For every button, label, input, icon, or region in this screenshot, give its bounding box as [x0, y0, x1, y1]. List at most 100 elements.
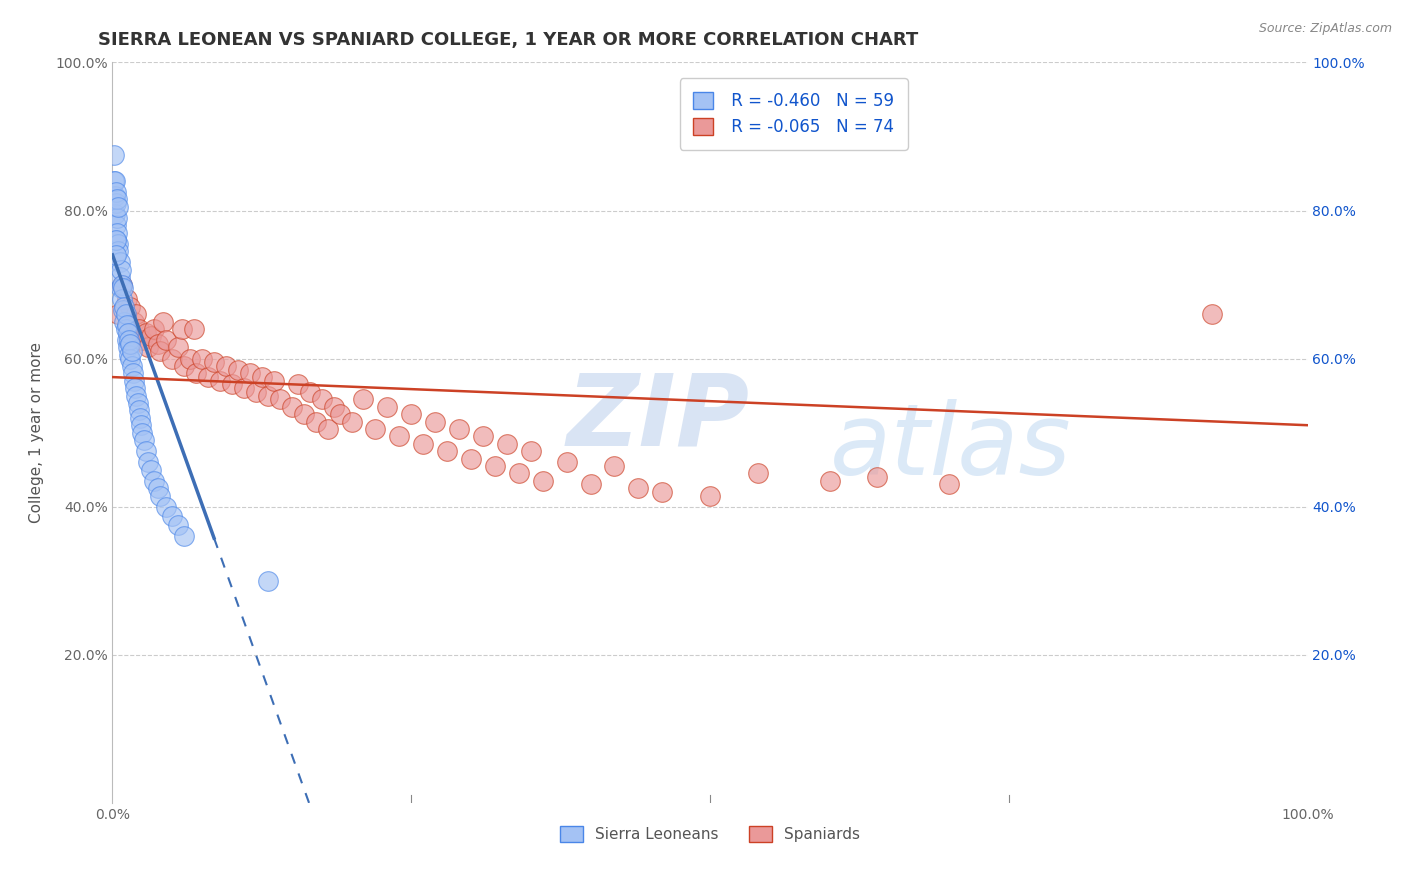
Point: [388, 429, 411, 443]
Point: [114, 322, 136, 336]
Point: [149, 489, 172, 503]
Point: [139, 329, 162, 343]
Text: atlas: atlas: [830, 399, 1071, 496]
Point: [107, 244, 129, 259]
Point: [412, 436, 434, 450]
Point: [186, 367, 208, 381]
Point: [401, 407, 423, 421]
Point: [107, 307, 129, 321]
Point: [329, 407, 352, 421]
Point: [105, 233, 128, 247]
Point: [627, 481, 650, 495]
Point: [173, 529, 195, 543]
Point: [197, 370, 219, 384]
Point: [112, 281, 135, 295]
Point: [115, 333, 138, 347]
Point: [131, 425, 153, 440]
Point: [183, 322, 205, 336]
Point: [103, 148, 125, 162]
Text: ZIP: ZIP: [567, 369, 749, 467]
Point: [110, 262, 132, 277]
Point: [221, 377, 243, 392]
Point: [105, 226, 128, 240]
Point: [111, 293, 134, 307]
Point: [127, 396, 149, 410]
Point: [245, 384, 267, 399]
Point: [651, 484, 673, 499]
Point: [520, 444, 543, 458]
Point: [496, 436, 519, 450]
Point: [117, 326, 139, 340]
Point: [135, 444, 157, 458]
Point: [938, 477, 960, 491]
Point: [179, 351, 201, 366]
Point: [226, 362, 249, 376]
Point: [508, 467, 530, 481]
Point: [129, 418, 152, 433]
Point: [167, 341, 190, 355]
Point: [269, 392, 291, 407]
Point: [143, 474, 166, 488]
Point: [112, 303, 135, 318]
Point: [114, 307, 136, 321]
Point: [135, 326, 157, 340]
Point: [747, 467, 769, 481]
Point: [125, 388, 148, 402]
Point: [104, 188, 127, 202]
Point: [579, 477, 602, 491]
Point: [377, 400, 399, 414]
Point: [108, 255, 131, 269]
Point: [699, 489, 721, 503]
Point: [149, 344, 172, 359]
Point: [139, 462, 162, 476]
Point: [425, 415, 447, 429]
Point: [340, 415, 363, 429]
Point: [128, 322, 150, 336]
Point: [233, 381, 256, 395]
Text: SIERRA LEONEAN VS SPANIARD COLLEGE, 1 YEAR OR MORE CORRELATION CHART: SIERRA LEONEAN VS SPANIARD COLLEGE, 1 YE…: [98, 31, 918, 49]
Point: [191, 351, 214, 366]
Point: [292, 407, 315, 421]
Point: [472, 429, 495, 443]
Point: [115, 318, 138, 333]
Point: [298, 384, 321, 399]
Point: [117, 341, 139, 355]
Point: [170, 322, 193, 336]
Point: [460, 451, 482, 466]
Point: [447, 422, 470, 436]
Point: [305, 415, 328, 429]
Point: [138, 341, 160, 355]
Point: [250, 370, 273, 384]
Point: [257, 574, 280, 588]
Legend: Sierra Leoneans, Spaniards: Sierra Leoneans, Spaniards: [554, 821, 866, 848]
Point: [114, 314, 135, 328]
Point: [105, 219, 128, 233]
Point: [152, 314, 174, 328]
Point: [104, 207, 127, 221]
Point: [103, 174, 125, 188]
Point: [173, 359, 195, 373]
Point: [114, 300, 135, 314]
Point: [132, 433, 155, 447]
Point: [352, 392, 374, 407]
Point: [115, 293, 138, 307]
Point: [111, 277, 134, 292]
Point: [105, 196, 128, 211]
Point: [531, 474, 554, 488]
Point: [866, 470, 889, 484]
Point: [121, 359, 143, 373]
Point: [215, 359, 238, 373]
Point: [311, 392, 333, 407]
Point: [162, 508, 183, 523]
Point: [121, 367, 143, 381]
Point: [122, 314, 145, 328]
Point: [1201, 307, 1223, 321]
Point: [108, 270, 131, 285]
Point: [155, 500, 177, 514]
Point: [239, 367, 262, 381]
Point: [129, 410, 152, 425]
Point: [146, 336, 169, 351]
Point: [155, 333, 177, 347]
Point: [209, 374, 232, 388]
Point: [125, 307, 148, 321]
